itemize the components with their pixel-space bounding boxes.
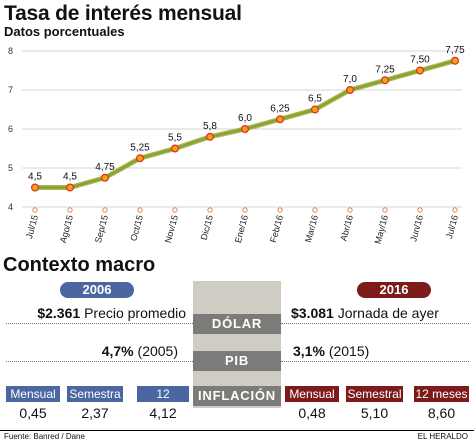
x-tick-marker — [417, 207, 423, 213]
x-tick-label: Feb/16 — [268, 214, 285, 244]
pib-dotted-line-right — [281, 361, 469, 362]
x-tick-marker — [32, 207, 38, 213]
footer-credit: EL HERALDO — [417, 432, 468, 441]
data-point — [100, 173, 109, 182]
data-label: 7,75 — [445, 45, 465, 56]
x-tick-marker — [382, 207, 388, 213]
data-point — [31, 183, 40, 192]
macro-section-title: Contexto macro — [3, 254, 156, 276]
data-label: 6,25 — [270, 103, 290, 114]
x-tick-label: Abr/16 — [338, 214, 355, 242]
pib-2016: 3,1% (2015) — [293, 342, 369, 360]
dolar-2016-value: $3.081 — [291, 305, 334, 321]
pib-2006-desc: (2005) — [137, 343, 178, 359]
pib-2006: 4,7% (2005) — [102, 342, 178, 360]
x-tick-label: May/16 — [373, 214, 390, 245]
x-tick-label: Jun/16 — [408, 214, 425, 243]
pib-dotted-line-left — [6, 361, 193, 362]
x-tick-label: Dic/15 — [199, 214, 215, 241]
footer-divider — [0, 430, 474, 431]
data-label: 5,8 — [203, 121, 217, 132]
data-point — [136, 154, 145, 163]
data-point — [416, 66, 425, 75]
inflacion-2016-12meses-tag: 12 meses — [414, 386, 469, 402]
inflacion-2006-semestral-tag: Semestra — [67, 386, 123, 402]
data-label: 4,5 — [28, 172, 42, 183]
chart-title: Tasa de interés mensual — [4, 2, 242, 25]
inflacion-2006-mensual-tag: Mensual — [6, 386, 60, 402]
x-tick-label: Ago/15 — [58, 214, 75, 244]
x-tick-marker — [102, 207, 108, 213]
data-label: 4,75 — [95, 162, 115, 173]
data-point — [206, 132, 215, 141]
dolar-2006-value: $2.361 — [37, 305, 81, 321]
inflacion-2016-semestral-tag: Semestral — [346, 386, 403, 402]
data-label: 7,50 — [410, 55, 430, 66]
dolar-2006-desc: Precio promedio — [84, 305, 186, 321]
y-tick-label: 6 — [8, 124, 13, 134]
dolar-label: DÓLAR — [193, 314, 281, 334]
inflacion-2006-12meses-value: 4,12 — [149, 405, 177, 421]
x-tick-marker — [242, 207, 248, 213]
data-label: 4,5 — [63, 172, 77, 183]
dolar-2006: $2.361 Precio promedio — [37, 304, 186, 322]
dolar-dotted-line-right — [281, 323, 469, 324]
data-label: 5,5 — [168, 133, 182, 144]
x-tick-marker — [137, 207, 143, 213]
chart-subtitle: Datos porcentuales — [4, 24, 125, 39]
inflacion-2006-12meses-tag: 12 meses — [137, 386, 189, 417]
year-2006-badge: 2006 — [60, 282, 134, 298]
pib-2016-desc: (2015) — [328, 343, 370, 359]
x-tick-label: Ene/16 — [233, 214, 250, 244]
data-point — [311, 105, 320, 114]
data-label: 5,25 — [130, 142, 150, 153]
y-tick-label: 4 — [8, 202, 13, 212]
data-label: 6,5 — [308, 94, 322, 105]
inflacion-2016-mensual-tag: Mensual — [285, 386, 339, 402]
year-2016-badge: 2016 — [357, 282, 431, 298]
inflacion-2016-mensual-value: 0,48 — [298, 405, 326, 421]
dolar-2016: $3.081 Jornada de ayer — [291, 304, 439, 322]
data-point — [241, 124, 250, 133]
y-tick-label: 8 — [8, 46, 13, 56]
x-tick-marker — [312, 207, 318, 213]
data-label: 6,0 — [238, 113, 252, 124]
dolar-2016-desc: Jornada de ayer — [337, 305, 439, 321]
dolar-dotted-line-left — [6, 323, 193, 324]
footer-source: Fuente: Banred / Dane — [4, 432, 85, 441]
x-tick-label: Nov/15 — [163, 214, 180, 244]
x-tick-label: Oct/15 — [128, 214, 145, 242]
x-tick-marker — [67, 207, 73, 213]
x-tick-marker — [207, 207, 213, 213]
x-tick-marker — [452, 207, 458, 213]
inflacion-2006-semestral-value: 2,37 — [81, 405, 109, 421]
inflacion-2006-mensual-value: 0,45 — [19, 405, 47, 421]
x-tick-marker — [172, 207, 178, 213]
interest-rate-chart: 4 5 6 7 8 Jul/15 Ago/15 Sep/15 Oct/15 Nov/15 Dic/1… — [8, 45, 465, 245]
data-label: 7,0 — [343, 74, 357, 85]
inflacion-label: INFLACIÓN — [193, 386, 281, 406]
data-point — [276, 115, 285, 124]
data-point — [171, 144, 180, 153]
data-point — [346, 85, 355, 94]
data-point — [451, 56, 460, 65]
data-label: 7,25 — [375, 64, 395, 75]
x-tick-label: Jul/15 — [24, 214, 40, 240]
data-point — [65, 183, 74, 192]
x-tick-label: Mar/16 — [303, 214, 320, 244]
data-point — [381, 76, 390, 85]
inflacion-2016-12meses-value: 8,60 — [427, 405, 456, 421]
pib-2006-value: 4,7% — [101, 343, 134, 359]
inflacion-2016-semestral-value: 5,10 — [360, 405, 389, 421]
x-tick-marker — [277, 207, 283, 213]
x-tick-marker — [347, 207, 353, 213]
y-tick-label: 5 — [8, 163, 13, 173]
pib-label: PIB — [193, 351, 281, 371]
x-tick-label: Jul/16 — [444, 214, 460, 240]
x-tick-label: Sep/15 — [93, 214, 110, 244]
pib-2016-value: 3,1% — [293, 343, 325, 359]
y-tick-label: 7 — [8, 85, 13, 95]
